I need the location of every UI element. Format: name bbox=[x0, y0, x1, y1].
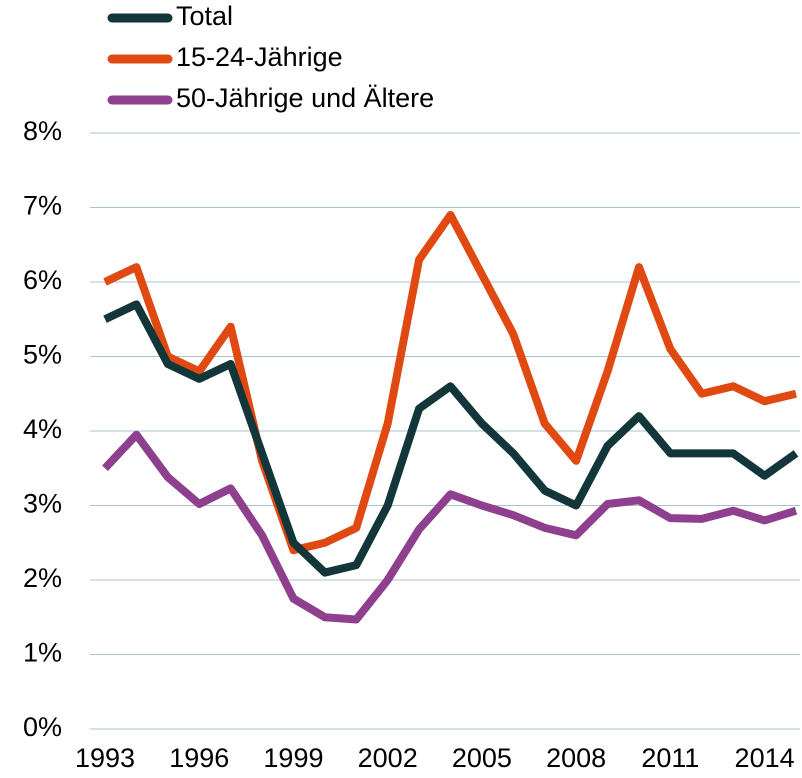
x-tick-label: 2005 bbox=[452, 743, 512, 773]
y-tick-label: 1% bbox=[23, 638, 62, 668]
x-tick-label: 1996 bbox=[169, 743, 229, 773]
series-line bbox=[103, 210, 797, 555]
x-tick-label: 2014 bbox=[735, 743, 795, 773]
y-tick-label: 3% bbox=[23, 489, 62, 519]
y-tick-label: 5% bbox=[23, 340, 62, 370]
x-tick-label: 1999 bbox=[263, 743, 323, 773]
legend-label: 15-24-Jährige bbox=[176, 42, 343, 72]
x-tick-label: 2011 bbox=[641, 743, 699, 773]
y-tick-label: 0% bbox=[23, 712, 62, 742]
series-line bbox=[103, 300, 799, 577]
y-tick-label: 6% bbox=[23, 265, 62, 295]
legend-label: Total bbox=[176, 1, 233, 31]
series-line bbox=[102, 430, 798, 624]
y-tick-label: 8% bbox=[23, 116, 62, 146]
y-tick-label: 4% bbox=[23, 414, 62, 444]
x-tick-label: 2008 bbox=[546, 743, 606, 773]
x-tick-label: 2002 bbox=[358, 743, 418, 773]
legend-label: 50-Jährige und Ältere bbox=[176, 83, 434, 113]
x-tick-label: 1993 bbox=[75, 743, 135, 773]
y-tick-label: 2% bbox=[23, 563, 62, 593]
y-tick-label: 7% bbox=[23, 191, 62, 221]
